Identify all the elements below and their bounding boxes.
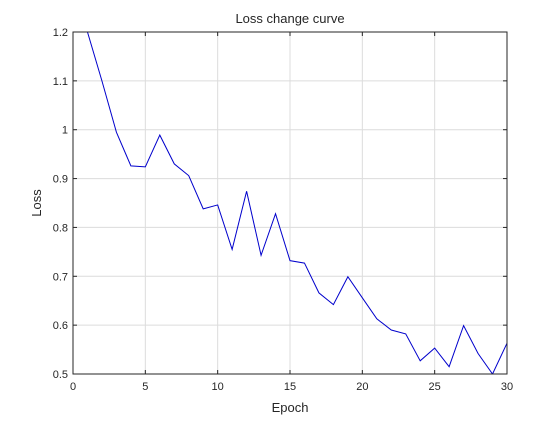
chart-title: Loss change curve xyxy=(235,11,344,26)
y-tick-label: 1.1 xyxy=(53,76,68,88)
y-tick-label: 0.8 xyxy=(53,222,68,234)
y-tick-label: 0.7 xyxy=(53,271,68,283)
x-tick-label: 30 xyxy=(501,381,513,393)
y-tick-label: 1.2 xyxy=(53,27,68,39)
y-tick-label: 0.6 xyxy=(53,320,68,332)
x-tick-label: 10 xyxy=(212,381,224,393)
x-tick-label: 25 xyxy=(429,381,441,393)
y-tick-label: 1 xyxy=(62,125,68,137)
x-tick-label: 0 xyxy=(70,381,76,393)
loss-series-line xyxy=(86,32,507,374)
y-tick-label: 0.5 xyxy=(53,369,68,381)
x-tick-label: 15 xyxy=(284,381,296,393)
x-tick-label: 20 xyxy=(356,381,368,393)
grid xyxy=(72,31,508,375)
y-axis-label: Loss xyxy=(29,189,44,217)
ticks: 0 5 10 15 20 25 30 0.5 0.6 0.7 0.8 0.9 1 1.1 1.2 xyxy=(53,27,513,393)
y-tick-label: 0.9 xyxy=(53,174,68,186)
x-axis-label: Epoch xyxy=(272,400,309,415)
x-tick-label: 5 xyxy=(142,381,148,393)
series-layer xyxy=(86,32,507,374)
